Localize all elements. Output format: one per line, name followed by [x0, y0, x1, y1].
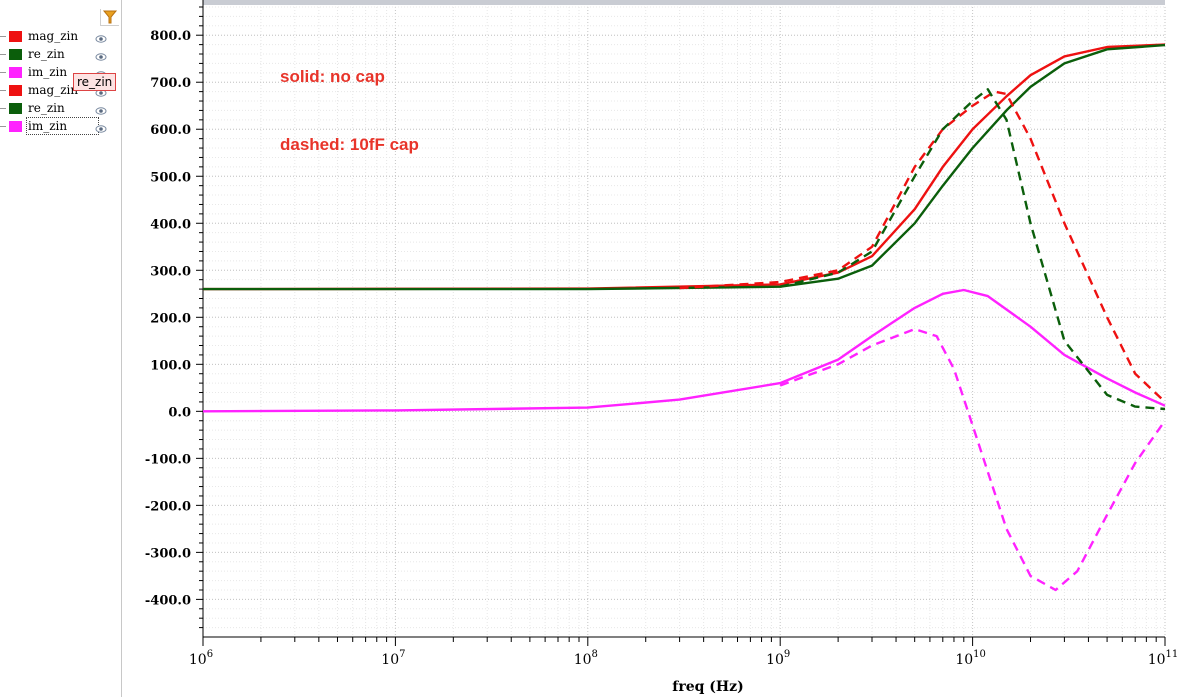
legend-label: im_zin: [28, 65, 68, 79]
y-tick-label: 400.0: [150, 217, 191, 232]
y-tick-label: 500.0: [150, 170, 191, 185]
legend-swatch: [9, 67, 22, 78]
tree-connector: [0, 72, 6, 73]
plot-top-frame: [203, 0, 1165, 5]
legend-label: mag_zin: [28, 83, 79, 97]
legend-label: re_zin: [28, 101, 65, 115]
series-line-re_zin-dashed: [779, 88, 1166, 411]
legend-label: mag_zin: [28, 29, 79, 43]
eye-icon[interactable]: [95, 102, 107, 115]
x-tick-label: 109: [766, 649, 790, 668]
y-tick-label: 700.0: [150, 76, 191, 91]
legend-item[interactable]: im_zin: [0, 117, 120, 136]
legend-item[interactable]: re_zin: [0, 46, 120, 64]
annotation-dashed: dashed: 10fF cap: [280, 135, 419, 154]
x-tick-label: 1010: [955, 649, 986, 668]
y-tick-label: 0.0: [168, 405, 191, 420]
tree-connector: [0, 54, 6, 55]
axes: 800.0 700.0 600.0 500.0 400.0 300.0 200.0 100.0…: [145, 0, 1178, 668]
y-tick-label: -300.0: [145, 546, 191, 561]
filter-icon[interactable]: [100, 9, 119, 26]
series-line-im_zin-solid: [202, 288, 1166, 413]
legend-item[interactable]: mag_zin: [0, 82, 120, 100]
legend-swatch: [9, 31, 22, 42]
series-layer: [202, 43, 1166, 592]
tooltip: re_zin: [73, 73, 117, 91]
x-tick-label: 107: [381, 649, 405, 668]
annotation-solid: solid: no cap: [280, 67, 385, 86]
series-line-mag_zin-dashed: [679, 90, 1166, 403]
legend-swatch: [9, 85, 22, 96]
legend-swatch: [9, 103, 22, 114]
legend-item[interactable]: mag_zin: [0, 28, 120, 46]
x-tick-label: 106: [189, 649, 213, 668]
legend-label: re_zin: [28, 47, 65, 61]
tree-connector: [0, 108, 6, 109]
tree-connector: [0, 90, 6, 91]
y-tick-label: 100.0: [150, 358, 191, 373]
chart-area[interactable]: 800.0 700.0 600.0 500.0 400.0 300.0 200.0 100.0…: [122, 0, 1182, 697]
y-tick-label: 600.0: [150, 123, 191, 138]
x-tick-label: 108: [574, 649, 598, 668]
series-line-mag_zin-solid: [202, 43, 1166, 291]
y-tick-label: -100.0: [145, 452, 191, 467]
legend-label: im_zin: [25, 117, 100, 135]
grid: [202, 0, 1166, 637]
y-tick-label: 200.0: [150, 311, 191, 326]
y-tick-label: 800.0: [150, 29, 191, 44]
y-tick-label: 300.0: [150, 264, 191, 279]
x-tick-label: 1011: [1148, 649, 1179, 668]
y-tick-label: -200.0: [145, 499, 191, 514]
legend-swatch: [9, 121, 22, 132]
x-axis-label: freq (Hz): [672, 679, 743, 695]
eye-icon[interactable]: [95, 48, 107, 61]
y-tick-label: -400.0: [145, 593, 191, 608]
tree-connector: [0, 36, 6, 37]
legend-swatch: [9, 49, 22, 60]
tree-connector: [0, 126, 6, 127]
eye-icon[interactable]: [95, 120, 107, 133]
eye-icon[interactable]: [95, 30, 107, 43]
legend-item[interactable]: re_zin: [0, 100, 120, 118]
legend-panel: mag_zin re_zin im_zin mag_zin re_zin im_zin r…: [0, 0, 122, 697]
series-line-im_zin-dashed: [779, 327, 1166, 592]
